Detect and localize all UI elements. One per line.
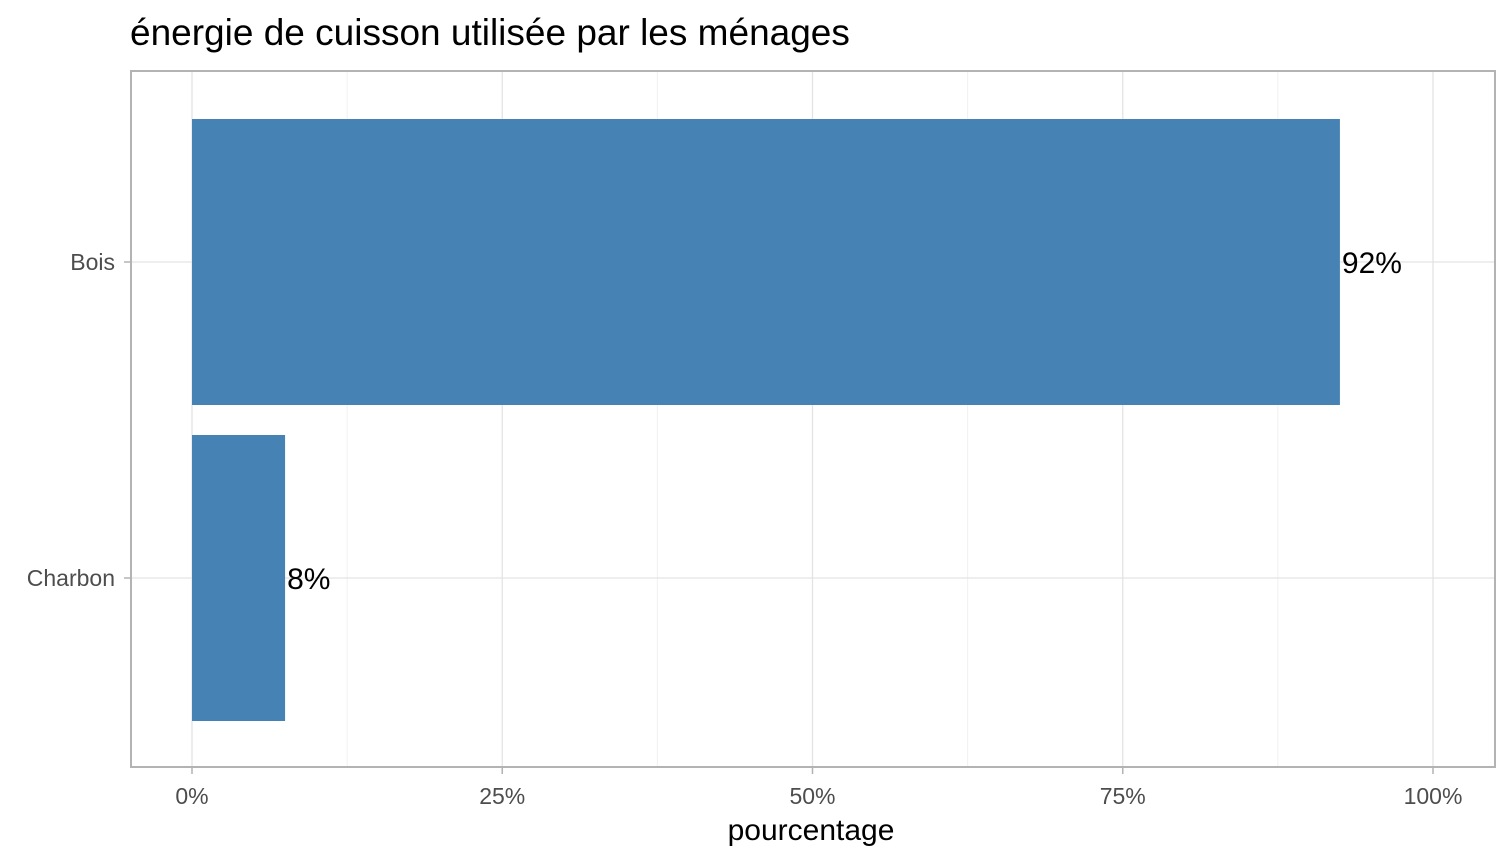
- data-label: 92%: [1342, 247, 1402, 280]
- x-tick-label: 75%: [1100, 783, 1146, 809]
- bars: [192, 119, 1340, 721]
- x-tick-label: 0%: [175, 783, 208, 809]
- x-axis-ticks: 0% 25% 50% 75% 100%: [175, 767, 1462, 809]
- x-tick-label: 25%: [479, 783, 525, 809]
- x-tick-label: 50%: [789, 783, 835, 809]
- y-tick-label: Bois: [70, 249, 115, 275]
- y-axis-ticks: Bois Charbon: [27, 249, 131, 591]
- data-label: 8%: [287, 563, 330, 596]
- x-axis-title: pourcentage: [728, 814, 895, 847]
- bar-charbon: [192, 435, 286, 721]
- bar-bois: [192, 119, 1340, 405]
- chart-title: énergie de cuisson utilisée par les ména…: [130, 12, 850, 53]
- y-tick-label: Charbon: [27, 565, 115, 591]
- x-tick-label: 100%: [1404, 783, 1463, 809]
- data-labels: 92% 8%: [287, 247, 1402, 596]
